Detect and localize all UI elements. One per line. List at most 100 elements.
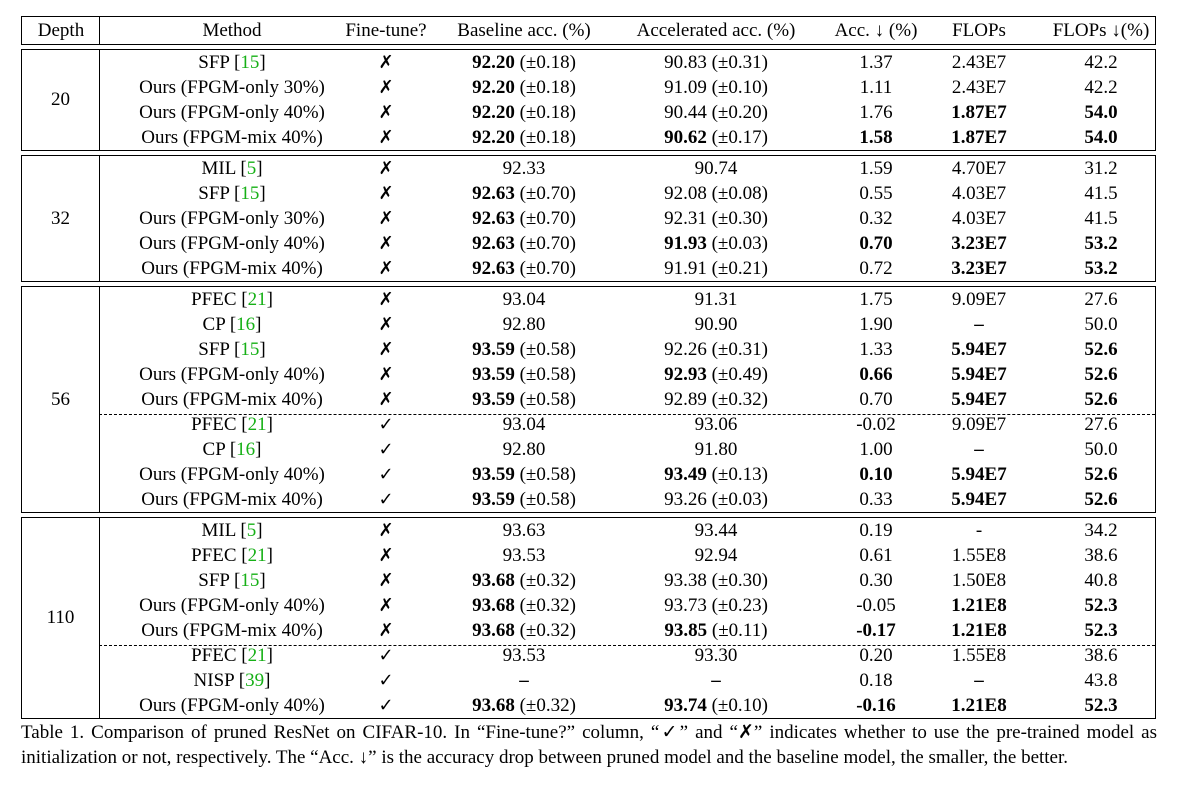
acc-drop-cell: 0.32: [859, 208, 893, 229]
cell-text: 90.90: [694, 314, 738, 335]
cell-text: (±0.18): [519, 77, 576, 98]
table-row: Ours (FPGM-only 30%) ✗ 92.20 (±0.18) 91.09 …: [22, 75, 1155, 100]
cell-text: 93.26: [664, 489, 707, 510]
citation-link[interactable]: 39: [245, 670, 265, 691]
cross-icon: ✗: [378, 314, 394, 335]
cell-text: SFP: [198, 183, 230, 204]
cell-text: 91.91: [664, 258, 707, 279]
cell-text: (±0.30): [711, 208, 768, 229]
cell-text: (±0.32): [519, 570, 576, 591]
cell-text: 92.80: [502, 439, 546, 460]
cell-text: (±0.58): [519, 364, 576, 385]
method-cell: SFP [15]: [198, 52, 266, 73]
cell-text: 90.62: [664, 127, 707, 148]
cell-text: –: [519, 670, 529, 691]
cell-text: Ours (FPGM-only 40%): [139, 695, 325, 716]
citation-link[interactable]: 15: [240, 52, 260, 73]
check-icon: ✓: [378, 695, 394, 716]
table-row: SFP [15] ✗ 93.59 (±0.58) 92.26 (±0.31) 1.33 5…: [22, 337, 1155, 362]
cell-text: 93.44: [694, 520, 738, 541]
depth-divider: [99, 156, 100, 281]
flops-drop-cell: 52.3: [1084, 595, 1118, 616]
method-cell: Ours (FPGM-only 30%): [139, 75, 325, 100]
cell-text: 92.20: [472, 127, 515, 148]
baseline-acc-cell: 92.33: [503, 156, 546, 181]
cell-text: (±0.23): [711, 595, 768, 616]
citation-link[interactable]: 21: [247, 414, 267, 435]
citation-link[interactable]: 5: [246, 520, 257, 541]
flops-cell: 9.09E7: [951, 414, 1007, 435]
cell-text: 90.74: [694, 158, 738, 179]
flops-cell: 9.09E7: [951, 289, 1007, 310]
baseline-acc-cell: 93.68 (±0.32): [472, 693, 576, 718]
table-row: Ours (FPGM-only 40%) ✗ 93.68 (±0.32) 93.73 …: [22, 593, 1155, 618]
cell-text: 90.44: [664, 102, 707, 123]
table-row: Ours (FPGM-only 40%) ✗ 92.20 (±0.18) 90.44 …: [22, 100, 1155, 125]
citation-link[interactable]: 5: [246, 158, 257, 179]
accelerated-acc-cell: 92.93 (±0.49): [664, 362, 768, 387]
citation-link[interactable]: 16: [236, 439, 256, 460]
table-row: SFP [15] ✗ 93.68 (±0.32) 93.38 (±0.30) 0.30 1…: [22, 568, 1155, 593]
cell-text: 92.31: [664, 208, 707, 229]
acc-drop-cell: -0.02: [856, 414, 896, 435]
accelerated-acc-cell: 92.26 (±0.31): [664, 337, 768, 362]
baseline-acc-cell: 93.04: [503, 287, 546, 312]
cross-icon: ✗: [378, 233, 394, 254]
flops-cell: 1.55E8: [951, 645, 1007, 666]
cell-text: (±0.30): [711, 570, 768, 591]
cell-text: Ours (FPGM-only 40%): [139, 595, 325, 616]
cell-text: 92.89: [664, 389, 707, 410]
table-row: MIL [5] ✗ 93.63 93.44 0.19 - 34.2: [22, 518, 1155, 543]
cell-text: NISP: [193, 670, 235, 691]
table-row: Ours (FPGM-only 40%) ✓ 93.59 (±0.58) 93.49 …: [22, 462, 1155, 487]
cell-text: (±0.20): [711, 102, 768, 123]
cell-text: 93.53: [502, 545, 546, 566]
flops-cell: 2.43E7: [951, 77, 1007, 98]
table-caption: Table 1. Comparison of pruned ResNet on …: [21, 722, 1157, 768]
cell-text: 91.93: [664, 233, 707, 254]
citation-link[interactable]: 21: [247, 645, 267, 666]
cell-text: PFEC: [191, 645, 237, 666]
cell-text: 93.59: [472, 489, 515, 510]
citation-link[interactable]: 15: [240, 339, 260, 360]
acc-drop-cell: 0.72: [859, 258, 893, 279]
cell-text: (±0.10): [711, 695, 768, 716]
flops-cell: 5.94E7: [951, 489, 1007, 510]
flops-drop-cell: 42.2: [1084, 77, 1118, 98]
accelerated-acc-cell: 90.44 (±0.20): [664, 100, 768, 125]
flops-drop-cell: 52.3: [1084, 620, 1118, 641]
citation-link[interactable]: 21: [247, 289, 267, 310]
baseline-acc-cell: 92.20 (±0.18): [472, 100, 576, 125]
citation-link[interactable]: 16: [236, 314, 256, 335]
table-row: Ours (FPGM-only 40%) ✓ 93.68 (±0.32) 93.74 …: [22, 693, 1155, 718]
cell-text: CP: [202, 439, 226, 460]
cell-text: 93.74: [664, 695, 707, 716]
flops-cell: 5.94E7: [951, 364, 1007, 385]
baseline-acc-cell: 93.59 (±0.58): [472, 487, 576, 512]
cell-text: Ours (FPGM-mix 40%): [141, 127, 323, 148]
header-baseline-acc: Baseline acc. (%): [457, 20, 591, 41]
accelerated-acc-cell: 92.08 (±0.08): [664, 181, 768, 206]
accelerated-acc-cell: 93.44: [695, 518, 738, 543]
cell-text: 92.80: [502, 314, 546, 335]
citation-link[interactable]: 15: [240, 570, 260, 591]
baseline-acc-cell: 92.20 (±0.18): [472, 50, 576, 75]
accelerated-acc-cell: 93.49 (±0.13): [664, 462, 768, 487]
baseline-acc-cell: 93.53: [503, 543, 546, 568]
flops-cell: 4.03E7: [951, 208, 1007, 229]
cell-text: 90.83: [664, 52, 707, 73]
baseline-acc-cell: 92.63 (±0.70): [472, 206, 576, 231]
table-header-row: Depth Method Fine-tune? Baseline acc. (%) Ac…: [21, 16, 1156, 45]
table-row: PFEC [21] ✗ 93.04 91.31 1.75 9.09E7 27.6: [22, 287, 1155, 312]
citation-link[interactable]: 21: [247, 545, 267, 566]
accelerated-acc-cell: 91.31: [695, 287, 738, 312]
method-cell: Ours (FPGM-only 40%): [139, 693, 325, 718]
results-table: Depth Method Fine-tune? Baseline acc. (%) Ac…: [21, 16, 1156, 719]
flops-drop-cell: 52.6: [1084, 339, 1118, 360]
flops-cell: 1.21E8: [951, 595, 1007, 616]
citation-link[interactable]: 15: [240, 183, 260, 204]
flops-cell: 4.03E7: [951, 183, 1007, 204]
table-row: CP [16] ✓ 92.80 91.80 1.00 – 50.0: [22, 437, 1155, 462]
depth-divider: [99, 50, 100, 150]
cell-text: (±0.70): [519, 233, 576, 254]
